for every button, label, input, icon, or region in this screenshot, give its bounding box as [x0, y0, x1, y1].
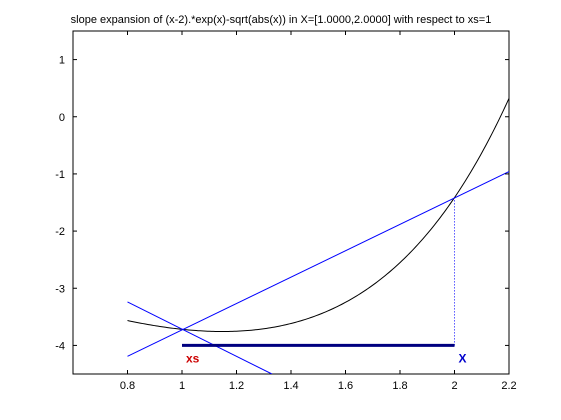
- slope-line-1: [127, 171, 509, 357]
- x-tick-label: 1.4: [283, 380, 298, 392]
- plot-area-frame: [72, 30, 510, 375]
- y-tick-label: -1: [55, 169, 65, 181]
- y-tick-label: -4: [55, 340, 65, 352]
- y-tick-label: 0: [59, 112, 65, 124]
- x-tick-label: 1.6: [338, 380, 353, 392]
- axis-ticks: 0.8 1 1.2 1.4 1.6 1.8 2 2.2 1 0 -1 -2 -3 -4: [55, 31, 517, 392]
- x-tick-label: 1: [179, 380, 185, 392]
- x-tick-label: 2.2: [501, 380, 516, 392]
- function-curve: [127, 98, 510, 333]
- x-tick-label: 1.2: [229, 380, 244, 392]
- annotation-xs: xs: [186, 351, 200, 365]
- chart-title: slope expansion of (x-2).*exp(x)-sqrt(ab…: [71, 14, 492, 26]
- y-tick-label: -2: [55, 226, 65, 238]
- x-tick-label: 1.8: [392, 380, 407, 392]
- x-tick-label: 0.8: [120, 380, 135, 392]
- chart-marks: xs X: [127, 98, 510, 374]
- annotation-x: X: [459, 351, 467, 365]
- y-tick-label: 1: [59, 55, 65, 67]
- slope-line-2: [127, 301, 273, 374]
- x-tick-label: 2: [451, 380, 457, 392]
- y-tick-label: -3: [55, 283, 65, 295]
